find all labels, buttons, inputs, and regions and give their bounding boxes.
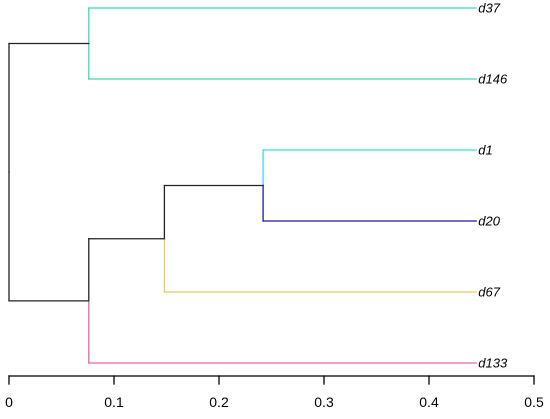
x-axis: 0 0.1 0.2 0.3 0.4 0.5: [5, 375, 544, 410]
dendrogram-branches: [8, 7, 477, 364]
leaf-label-d1: d1: [478, 143, 492, 158]
leaf-label-d37: d37: [478, 1, 500, 16]
x-tick-label-0: 0: [5, 394, 13, 410]
x-tick-label-3: 0.3: [314, 394, 334, 410]
x-tick-label-1: 0.1: [104, 394, 124, 410]
leaf-label-d146: d146: [478, 72, 508, 87]
leaf-label-d20: d20: [478, 214, 500, 229]
x-tick-label-2: 0.2: [209, 394, 229, 410]
leaf-label-d67: d67: [478, 285, 500, 300]
x-tick-label-4: 0.4: [419, 394, 439, 410]
x-tick-label-5: 0.5: [524, 394, 544, 410]
leaf-labels: d37 d146 d1 d20 d67 d133: [478, 1, 508, 371]
leaf-label-d133: d133: [478, 356, 508, 371]
